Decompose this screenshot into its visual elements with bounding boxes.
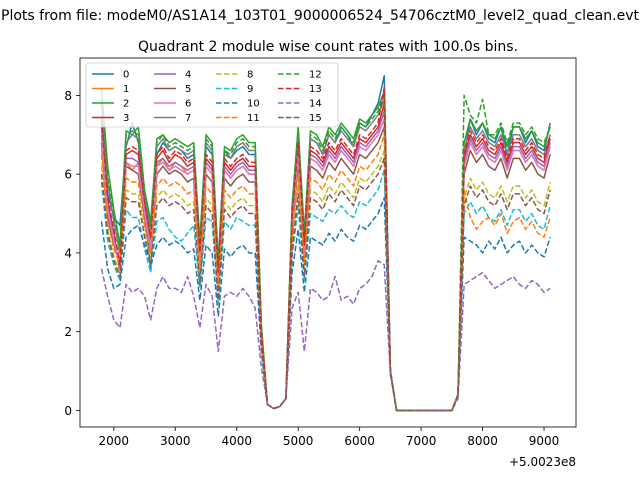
legend-label-9: 9 bbox=[247, 84, 253, 95]
legend-label-5: 5 bbox=[185, 84, 191, 95]
figure-suptitle: Plots from file: modeM0/AS1A14_103T01_90… bbox=[1, 8, 639, 24]
x-offset-label: +5.0023e8 bbox=[509, 455, 576, 469]
y-tick-label-2: 2 bbox=[64, 325, 72, 339]
legend-label-13: 13 bbox=[309, 84, 322, 95]
series-line-3 bbox=[100, 102, 551, 412]
x-tick-label-3000: 3000 bbox=[160, 434, 191, 448]
legend-label-4: 4 bbox=[185, 70, 191, 81]
series-line-7 bbox=[100, 98, 551, 412]
y-tick-label-6: 6 bbox=[64, 168, 72, 182]
x-tick-label-4000: 4000 bbox=[221, 434, 252, 448]
series-line-13 bbox=[100, 86, 551, 412]
x-tick-label-2000: 2000 bbox=[99, 434, 130, 448]
series-line-4 bbox=[100, 110, 551, 412]
x-tick-label-5000: 5000 bbox=[283, 434, 314, 448]
legend-label-8: 8 bbox=[247, 70, 253, 81]
series-group bbox=[100, 74, 551, 412]
legend-label-12: 12 bbox=[309, 70, 322, 81]
legend-label-6: 6 bbox=[185, 99, 191, 110]
axes: 2000 3000 4000 5000 6000 7000 8000 9000 0 2 4 6 8 bbox=[64, 57, 577, 448]
x-tick-label-9000: 9000 bbox=[529, 434, 560, 448]
legend-box bbox=[85, 62, 339, 128]
series-line-6 bbox=[100, 118, 551, 412]
series-line-9 bbox=[100, 169, 551, 412]
series-line-10 bbox=[100, 197, 551, 412]
y-tick-label-8: 8 bbox=[64, 89, 72, 103]
series-line-2 bbox=[100, 87, 551, 412]
legend-label-1: 1 bbox=[123, 84, 129, 95]
series-line-11 bbox=[100, 134, 551, 412]
x-tick-label-6000: 6000 bbox=[344, 434, 375, 448]
series-line-5 bbox=[100, 126, 551, 412]
chart-title: Quadrant 2 module wise count rates with … bbox=[138, 39, 518, 55]
plot-area bbox=[100, 74, 551, 412]
series-line-8 bbox=[100, 149, 551, 412]
legend-label-3: 3 bbox=[123, 113, 129, 124]
x-tick-label-7000: 7000 bbox=[406, 434, 437, 448]
legend-label-10: 10 bbox=[247, 99, 260, 110]
legend-label-11: 11 bbox=[247, 113, 260, 124]
legend-label-0: 0 bbox=[123, 70, 129, 81]
legend-label-2: 2 bbox=[123, 99, 129, 110]
series-line-12 bbox=[100, 94, 551, 412]
plot-frame bbox=[79, 57, 577, 428]
series-line-14 bbox=[100, 260, 551, 412]
y-tick-label-0: 0 bbox=[64, 404, 72, 418]
legend-label-14: 14 bbox=[309, 99, 322, 110]
legend-label-15: 15 bbox=[309, 113, 322, 124]
legend-label-7: 7 bbox=[185, 113, 191, 124]
series-line-15 bbox=[100, 157, 551, 412]
y-tick-label-4: 4 bbox=[64, 246, 72, 260]
x-tick-label-8000: 8000 bbox=[467, 434, 498, 448]
